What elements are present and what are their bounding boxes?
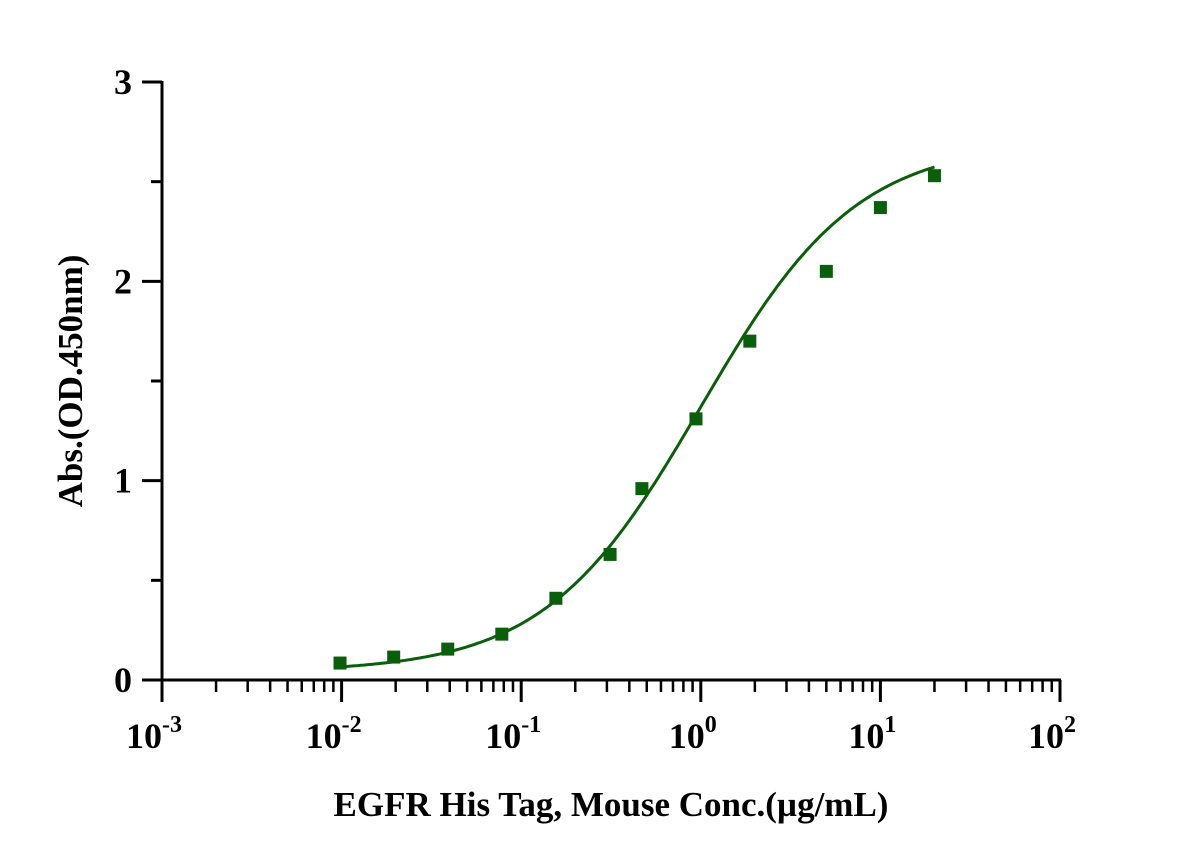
x-tick-base: 10 [306,716,342,756]
data-point [333,656,347,670]
data-point [689,412,703,426]
x-tick-exponent: 1 [884,712,896,738]
x-tick-exponent: -2 [342,712,362,738]
data-point [873,201,887,215]
fit-curve [339,165,935,669]
data-point [819,264,833,278]
x-tick-label: 10-1 [485,712,541,756]
data-points [333,169,941,670]
x-tick-exponent: 0 [705,712,717,738]
x-tick-base: 10 [669,716,705,756]
data-point [441,642,455,656]
data-point [635,482,649,496]
x-tick-label: 10-2 [306,712,362,756]
x-axis-label: EGFR His Tag, Mouse Conc.(µg/mL) [334,785,889,824]
x-tick-base: 10 [126,716,162,756]
y-axis-label: Abs.(OD.450nm) [51,255,90,508]
y-tick-label: 3 [114,62,132,102]
data-point [387,650,401,664]
x-tick-exponent: -1 [521,712,541,738]
x-tick-base: 10 [848,716,884,756]
x-tick-label: 100 [669,712,717,756]
data-point [603,547,617,561]
data-point [743,334,757,348]
x-tick-base: 10 [485,716,521,756]
x-tick-exponent: 2 [1064,712,1076,738]
data-point [927,169,941,183]
data-point [549,591,563,605]
y-tick-label: 2 [114,261,132,301]
x-tick-label: 10-3 [126,712,182,756]
x-tick-base: 10 [1028,716,1064,756]
data-point [495,627,509,641]
x-tick-label: 101 [848,712,896,756]
x-tick-exponent: -3 [162,712,182,738]
y-tick-label: 0 [114,660,132,700]
x-tick-label: 102 [1028,712,1076,756]
y-tick-label: 1 [114,461,132,501]
